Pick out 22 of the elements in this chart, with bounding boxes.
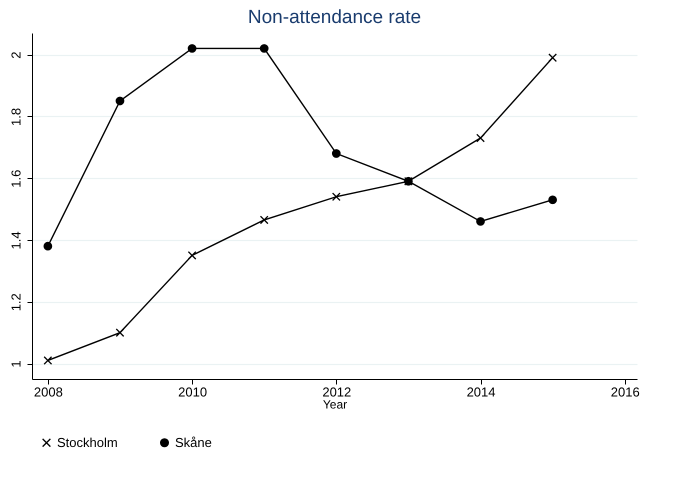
y-tick-label: 1.4	[8, 231, 24, 250]
point	[332, 192, 341, 202]
x-tick-label: 2016	[610, 384, 640, 400]
point	[548, 53, 557, 62]
x-tick-label: 2014	[466, 384, 496, 400]
point	[476, 134, 485, 142]
x-tick-label: 2012	[322, 384, 352, 400]
y-tick-label: 1.2	[8, 293, 24, 312]
chart-title: Non-attendance rate	[248, 7, 422, 28]
point	[44, 356, 52, 365]
y-tick-label: 1.8	[8, 108, 24, 126]
y-tick-label: 2	[8, 52, 24, 59]
point	[116, 328, 124, 338]
x-axis-title: Year	[322, 398, 348, 412]
x-tick-label: 2010	[178, 384, 208, 400]
y-tick-label: 1	[8, 360, 24, 368]
legend-label: Skåne	[175, 434, 212, 450]
y-tick-label: 1.6	[8, 170, 24, 188]
x-tick-label: 2008	[34, 384, 63, 400]
legend-label: Stockholm	[57, 434, 118, 450]
point	[188, 251, 196, 260]
point	[260, 216, 269, 224]
